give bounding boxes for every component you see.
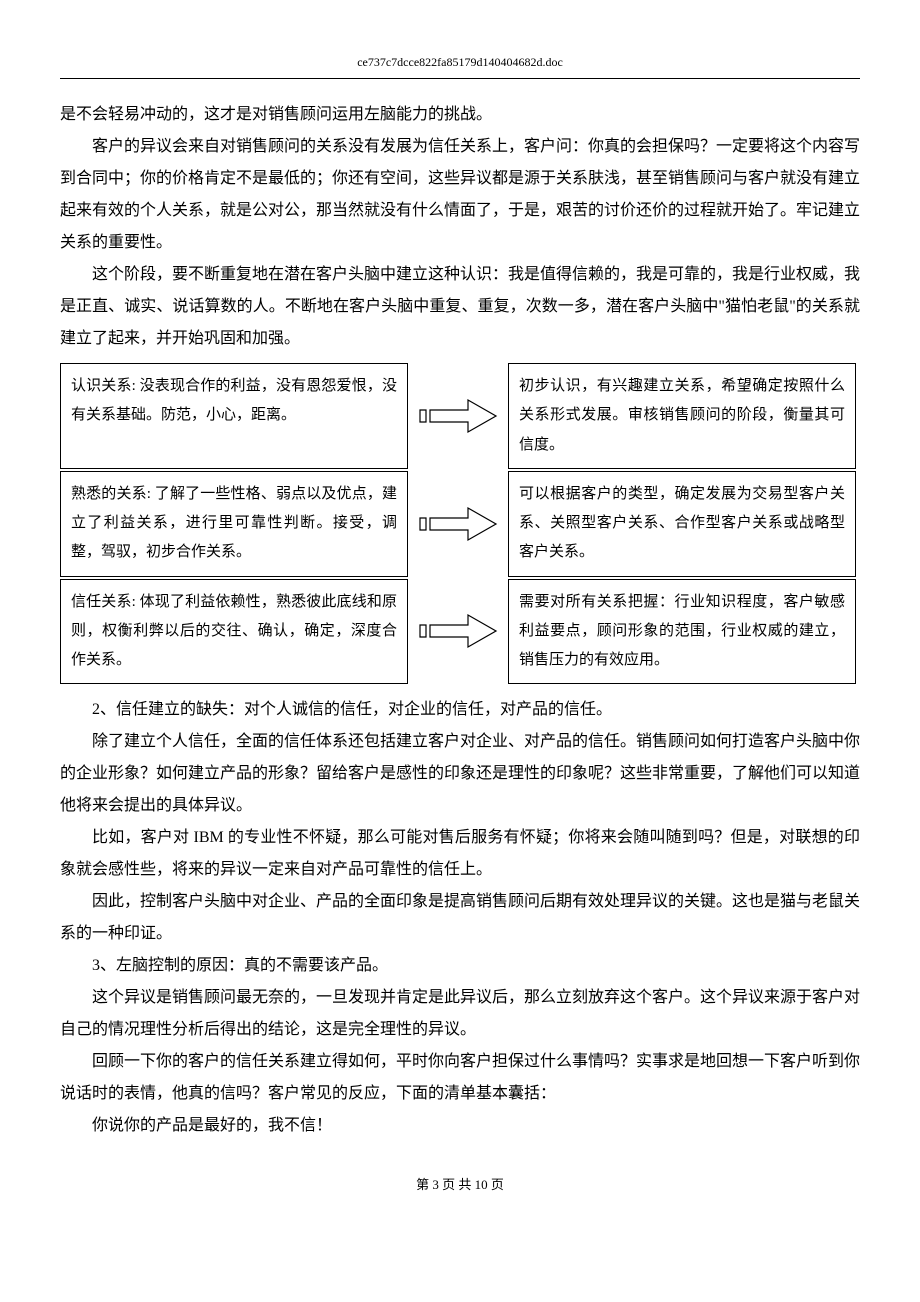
page-footer: 第 3 页 共 10 页 <box>60 1172 860 1198</box>
diagram-box-right: 初步认识，有兴趣建立关系，希望确定按照什么关系形式发展。审核销售顾问的阶段，衡量… <box>508 363 856 469</box>
paragraph: 3、左脑控制的原因：真的不需要该产品。 <box>60 950 860 982</box>
document-page: ce737c7dcce822fa85179d140404682d.doc 是不会… <box>0 0 920 1238</box>
header-filename: ce737c7dcce822fa85179d140404682d.doc <box>60 50 860 79</box>
arrow-right-icon <box>418 506 498 542</box>
footer-text: 第 <box>416 1177 432 1192</box>
diagram-box-left: 认识关系: 没表现合作的利益，没有恩怨爱恨，没有关系基础。防范，小心，距离。 <box>60 363 408 469</box>
arrow-cell <box>408 579 508 685</box>
paragraph: 除了建立个人信任，全面的信任体系还包括建立客户对企业、对产品的信任。销售顾问如何… <box>60 726 860 822</box>
paragraph: 是不会轻易冲动的，这才是对销售顾问运用左脑能力的挑战。 <box>60 99 860 131</box>
arrow-right-icon <box>418 613 498 649</box>
paragraph: 这个异议是销售顾问最无奈的，一旦发现并肯定是此异议后，那么立刻放弃这个客户。这个… <box>60 982 860 1046</box>
paragraph: 回顾一下你的客户的信任关系建立得如何，平时你向客户担保过什么事情吗？实事求是地回… <box>60 1046 860 1110</box>
paragraph: 因此，控制客户头脑中对企业、产品的全面印象是提高销售顾问后期有效处理异议的关键。… <box>60 886 860 950</box>
arrow-cell <box>408 471 508 577</box>
paragraph: 客户的异议会来自对销售顾问的关系没有发展为信任关系上，客户问：你真的会担保吗？一… <box>60 131 860 259</box>
footer-text: 页 共 <box>439 1177 475 1192</box>
diagram-row: 认识关系: 没表现合作的利益，没有恩怨爱恨，没有关系基础。防范，小心，距离。 初… <box>60 363 860 469</box>
arrow-right-icon <box>418 398 498 434</box>
diagram-box-left: 熟悉的关系: 了解了一些性格、弱点以及优点，建立了利益关系，进行里可靠性判断。接… <box>60 471 408 577</box>
footer-page-total: 10 <box>475 1177 488 1192</box>
diagram-box-left: 信任关系: 体现了利益依赖性，熟悉彼此底线和原则，权衡利弊以后的交往、确认，确定… <box>60 579 408 685</box>
paragraph: 2、信任建立的缺失：对个人诚信的信任，对企业的信任，对产品的信任。 <box>60 694 860 726</box>
paragraph: 你说你的产品是最好的，我不信！ <box>60 1110 860 1142</box>
diagram-row: 熟悉的关系: 了解了一些性格、弱点以及优点，建立了利益关系，进行里可靠性判断。接… <box>60 471 860 577</box>
footer-text: 页 <box>488 1177 504 1192</box>
relationship-diagram: 认识关系: 没表现合作的利益，没有恩怨爱恨，没有关系基础。防范，小心，距离。 初… <box>60 363 860 686</box>
paragraph: 比如，客户对 IBM 的专业性不怀疑，那么可能对售后服务有怀疑；你将来会随叫随到… <box>60 822 860 886</box>
diagram-row: 信任关系: 体现了利益依赖性，熟悉彼此底线和原则，权衡利弊以后的交往、确认，确定… <box>60 579 860 685</box>
body-text-block-2: 2、信任建立的缺失：对个人诚信的信任，对企业的信任，对产品的信任。 除了建立个人… <box>60 694 860 1142</box>
diagram-box-right: 可以根据客户的类型，确定发展为交易型客户关系、关照型客户关系、合作型客户关系或战… <box>508 471 856 577</box>
diagram-box-right: 需要对所有关系把握：行业知识程度，客户敏感利益要点，顾问形象的范围，行业权威的建… <box>508 579 856 685</box>
body-text-block-1: 是不会轻易冲动的，这才是对销售顾问运用左脑能力的挑战。 客户的异议会来自对销售顾… <box>60 99 860 355</box>
arrow-cell <box>408 363 508 469</box>
paragraph: 这个阶段，要不断重复地在潜在客户头脑中建立这种认识：我是值得信赖的，我是可靠的，… <box>60 259 860 355</box>
